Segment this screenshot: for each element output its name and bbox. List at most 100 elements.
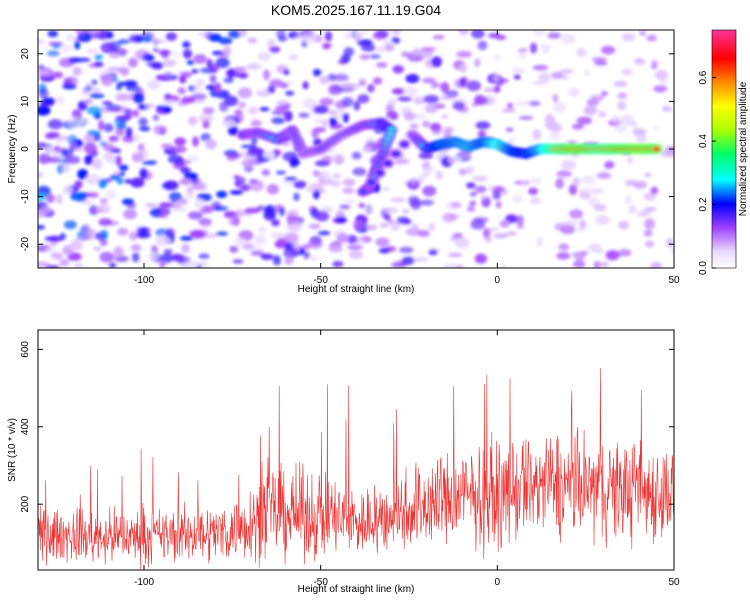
heatmap-cell <box>173 145 187 154</box>
heatmap-cell <box>285 90 295 96</box>
heatmap-cell <box>428 222 436 231</box>
heatmap-cell <box>147 252 161 261</box>
heatmap-cell <box>192 136 199 147</box>
heatmap-cell <box>651 64 658 70</box>
heatmap-cell <box>424 104 438 114</box>
heatmap-cell <box>474 253 488 264</box>
heatmap-cell <box>192 183 205 190</box>
heatmap-cell <box>518 115 534 120</box>
heatmap-cell <box>612 115 619 123</box>
heatmap-cell <box>83 143 98 155</box>
heatmap-cell <box>47 119 63 130</box>
heatmap-cell <box>341 96 354 107</box>
heatmap-cell <box>447 156 462 164</box>
heatmap-cell <box>106 31 114 39</box>
heatmap-cell <box>177 87 187 95</box>
heatmap-cell <box>139 168 148 179</box>
spectrogram-y-axis-label: Frequency (Hz) <box>7 115 18 184</box>
heatmap-cell <box>447 252 463 258</box>
heatmap-cell <box>501 189 508 195</box>
heatmap-cell <box>209 74 217 84</box>
heatmap-cell <box>215 57 230 69</box>
heatmap-cell <box>240 144 257 149</box>
heatmap-cell <box>75 30 88 36</box>
heatmap-cell <box>143 53 152 59</box>
y-tick-label: 20 <box>20 48 31 60</box>
heatmap-cell <box>131 109 140 118</box>
heatmap-cell <box>516 52 528 60</box>
heatmap-cell <box>321 119 329 128</box>
heatmap-cell <box>660 150 674 158</box>
heatmap-cell <box>126 85 142 92</box>
heatmap-cell <box>474 58 481 68</box>
x-tick-label: -100 <box>134 275 154 286</box>
heatmap-cell <box>650 186 659 195</box>
heatmap-cell <box>618 220 629 230</box>
heatmap-cell <box>423 170 432 176</box>
heatmap-cell <box>646 34 657 42</box>
heatmap-cell <box>409 123 419 130</box>
heatmap-cell <box>99 69 110 74</box>
heatmap-cell <box>86 106 102 116</box>
heatmap-cell <box>289 157 298 168</box>
heatmap-cell <box>593 203 607 212</box>
heatmap-cell <box>484 236 492 243</box>
heatmap-cell <box>583 69 590 77</box>
heatmap-cell <box>262 69 271 81</box>
heatmap-cell <box>208 33 222 42</box>
heatmap-cell <box>387 98 398 106</box>
y-tick-label: 400 <box>20 418 31 435</box>
heatmap-cell <box>178 178 192 185</box>
heatmap-cell <box>181 263 197 268</box>
heatmap-cell <box>74 41 81 50</box>
heatmap-cell <box>536 236 543 248</box>
heatmap-cell <box>99 238 108 247</box>
heatmap-cell <box>399 246 414 254</box>
heatmap-cell <box>40 205 52 215</box>
heatmap-cell <box>111 77 118 83</box>
heatmap-cell <box>53 145 61 153</box>
heatmap-cell <box>174 199 189 205</box>
heatmap-cell <box>483 87 497 93</box>
heatmap-cell <box>551 71 564 80</box>
heatmap-cell <box>118 171 126 177</box>
x-tick-label: 50 <box>668 275 680 286</box>
heatmap-ridge-core <box>392 151 400 157</box>
heatmap-cell <box>340 82 354 92</box>
heatmap-cell <box>271 109 287 116</box>
heatmap-cell <box>422 120 430 128</box>
heatmap-cell <box>293 192 300 201</box>
heatmap-cell <box>286 221 303 232</box>
heatmap-cell <box>559 69 575 74</box>
heatmap-cell <box>271 117 286 125</box>
heatmap-cell <box>314 105 329 114</box>
heatmap-cell <box>312 68 322 77</box>
heatmap-cell <box>137 226 149 234</box>
heatmap-cell <box>579 190 591 200</box>
heatmap-cell <box>532 64 549 71</box>
heatmap-cell <box>205 139 217 150</box>
heatmap-cell <box>435 170 444 180</box>
heatmap-cell <box>572 260 586 268</box>
heatmap-cell <box>353 100 361 111</box>
heatmap-cell <box>596 248 605 254</box>
heatmap-cell <box>80 117 90 125</box>
y-tick-label: 0 <box>20 146 31 152</box>
heatmap-cell <box>202 107 215 115</box>
heatmap-cell <box>152 47 159 53</box>
heatmap-cell <box>601 91 608 96</box>
heatmap-cell <box>418 152 434 160</box>
heatmap-cell <box>147 79 161 90</box>
snr-x-ticks: -100 -50 0 50 <box>134 330 680 588</box>
heatmap-cell <box>511 67 526 74</box>
heatmap-cell <box>109 262 117 268</box>
heatmap-cell <box>108 135 119 142</box>
heatmap-cell <box>403 111 416 121</box>
heatmap-cell <box>38 39 45 45</box>
x-tick-label: -50 <box>313 577 328 588</box>
snr-panel: -100 -50 0 50 200 400 600 Height of straight … <box>7 329 680 595</box>
heatmap-cell <box>250 250 265 256</box>
heatmap-cell <box>298 112 310 118</box>
heatmap-cell <box>477 130 486 139</box>
heatmap-cell <box>381 186 391 191</box>
